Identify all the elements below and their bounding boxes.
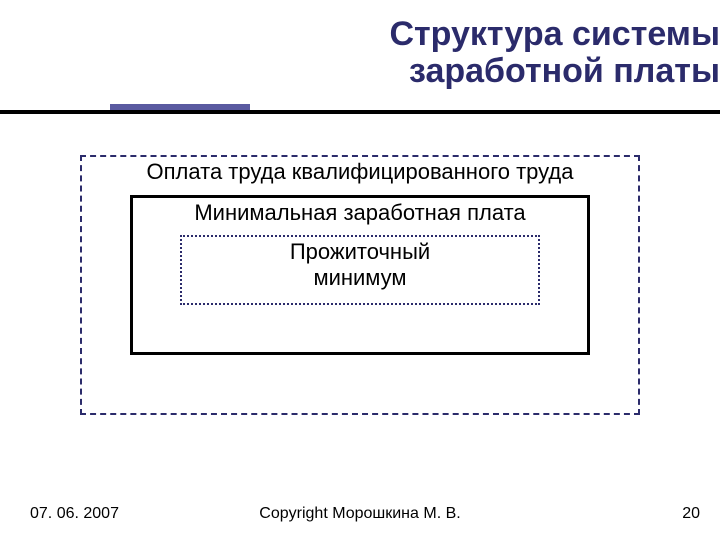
slide-title: Структура системызаработной платы xyxy=(389,16,720,91)
footer-copyright: Copyright Морошкина М. В. xyxy=(210,505,510,523)
box-inner-label: Прожиточныйминимум xyxy=(182,237,538,297)
box-middle-label: Минимальная заработная плата xyxy=(133,198,587,232)
rule-line xyxy=(0,110,720,114)
footer-page-number: 20 xyxy=(660,505,700,523)
box-inner: Прожиточныйминимум xyxy=(180,235,540,305)
box-outer-label: Оплата труда квалифицированного труда xyxy=(82,157,638,191)
footer-date: 07. 06. 2007 xyxy=(30,505,119,523)
slide: { "title": { "text": "Структура системы\… xyxy=(0,0,720,540)
